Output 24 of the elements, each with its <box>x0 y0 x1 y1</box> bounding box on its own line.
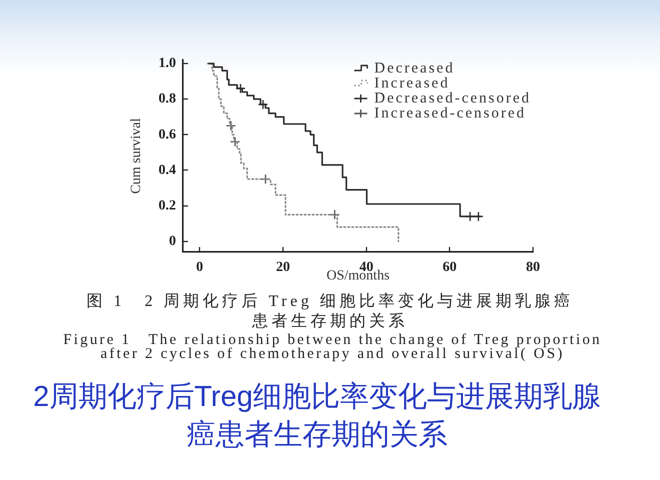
caption: 图 1 2 周期化疗后 Treg 细胞比率变化与进展期乳腺癌患者生存期的关系 <box>86 292 574 331</box>
legend-label: Increased-censored <box>374 105 526 122</box>
text: 2周期化疗后Treg细胞比率变化与进展期乳腺癌患者生存期的关系 <box>32 380 602 453</box>
y-tick-label: 1.0 <box>158 56 176 72</box>
legend-label: Decreased-censored <box>374 90 532 106</box>
y-tick-label: 0.8 <box>158 92 176 107</box>
x-tick-label: 60 <box>442 260 457 276</box>
point <box>230 136 240 147</box>
y-tick-label: 0 <box>169 234 176 249</box>
point <box>235 83 246 94</box>
legend-label: Increased <box>374 75 450 92</box>
x-axis-title: OS/months <box>326 268 390 284</box>
y-tick-label: 0.2 <box>158 198 176 214</box>
caption: Figure 1 The relationship between the change of Treg proportion after 2 cycles of chemotherapy and overall survival( OS) <box>62 332 603 362</box>
x-tick-label: 80 <box>526 260 540 276</box>
y-axis-title: Cum survival <box>129 118 144 194</box>
point <box>258 99 268 110</box>
x-tick-label: 0 <box>196 260 204 276</box>
point <box>226 120 236 131</box>
legend-label: Decreased <box>374 60 455 76</box>
y-tick-label: 0.4 <box>158 162 176 178</box>
point <box>330 210 340 220</box>
y-tick-label: 0.6 <box>158 127 176 142</box>
x-tick-label: 20 <box>276 260 290 276</box>
